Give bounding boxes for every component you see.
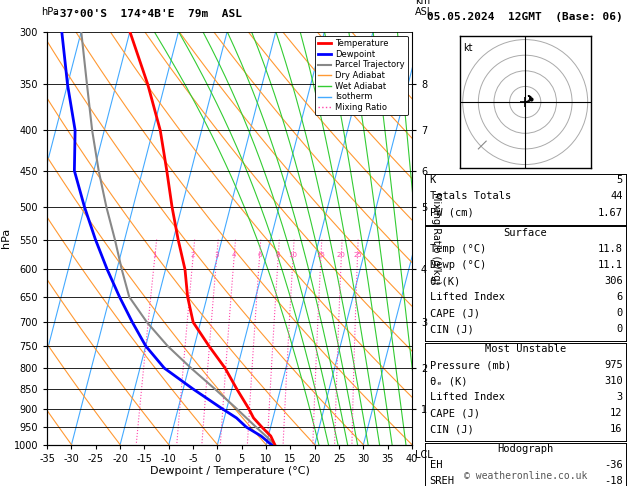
Text: 0: 0	[616, 308, 623, 318]
Text: 11.1: 11.1	[598, 260, 623, 270]
Text: Hodograph: Hodograph	[497, 444, 554, 454]
Text: 05.05.2024  12GMT  (Base: 06): 05.05.2024 12GMT (Base: 06)	[427, 12, 623, 22]
Text: -37°00'S  174°4B'E  79m  ASL: -37°00'S 174°4B'E 79m ASL	[53, 9, 242, 19]
Text: 3: 3	[616, 392, 623, 402]
Text: -36: -36	[604, 460, 623, 470]
Text: 8: 8	[276, 252, 281, 258]
Text: θₑ(K): θₑ(K)	[430, 276, 461, 286]
Text: 11.8: 11.8	[598, 244, 623, 254]
Text: 1.67: 1.67	[598, 208, 623, 218]
Text: 306: 306	[604, 276, 623, 286]
Text: Lifted Index: Lifted Index	[430, 392, 504, 402]
Legend: Temperature, Dewpoint, Parcel Trajectory, Dry Adiabat, Wet Adiabat, Isotherm, Mi: Temperature, Dewpoint, Parcel Trajectory…	[315, 36, 408, 115]
Text: LCL: LCL	[415, 450, 433, 460]
Text: 16: 16	[610, 424, 623, 434]
Text: 3: 3	[214, 252, 219, 258]
Text: Mixing Ratio (g/kg): Mixing Ratio (g/kg)	[431, 192, 441, 284]
Text: 10: 10	[289, 252, 298, 258]
Text: 1: 1	[152, 252, 157, 258]
Text: Most Unstable: Most Unstable	[484, 344, 566, 354]
Text: 2: 2	[191, 252, 195, 258]
Text: 310: 310	[604, 376, 623, 386]
Text: Lifted Index: Lifted Index	[430, 292, 504, 302]
Text: 0: 0	[616, 324, 623, 334]
Text: CAPE (J): CAPE (J)	[430, 308, 479, 318]
Text: 6: 6	[616, 292, 623, 302]
Text: 15: 15	[316, 252, 325, 258]
Text: © weatheronline.co.uk: © weatheronline.co.uk	[464, 471, 587, 481]
Text: 975: 975	[604, 360, 623, 370]
Text: Temp (°C): Temp (°C)	[430, 244, 486, 254]
Text: 25: 25	[353, 252, 362, 258]
Text: K: K	[430, 175, 436, 186]
Text: CIN (J): CIN (J)	[430, 424, 474, 434]
Text: 44: 44	[610, 191, 623, 202]
Text: km
ASL: km ASL	[415, 0, 433, 17]
Text: CAPE (J): CAPE (J)	[430, 408, 479, 418]
Text: PW (cm): PW (cm)	[430, 208, 474, 218]
Text: CIN (J): CIN (J)	[430, 324, 474, 334]
Text: 5: 5	[616, 175, 623, 186]
Text: SREH: SREH	[430, 476, 455, 486]
Text: Totals Totals: Totals Totals	[430, 191, 511, 202]
Text: Pressure (mb): Pressure (mb)	[430, 360, 511, 370]
Text: EH: EH	[430, 460, 442, 470]
Text: -18: -18	[604, 476, 623, 486]
X-axis label: Dewpoint / Temperature (°C): Dewpoint / Temperature (°C)	[150, 467, 309, 476]
Text: 12: 12	[610, 408, 623, 418]
Text: θₑ (K): θₑ (K)	[430, 376, 467, 386]
Text: 4: 4	[232, 252, 237, 258]
Text: 20: 20	[337, 252, 346, 258]
Text: 6: 6	[257, 252, 262, 258]
Text: kt: kt	[463, 43, 472, 52]
Text: hPa: hPa	[41, 7, 58, 17]
Text: Dewp (°C): Dewp (°C)	[430, 260, 486, 270]
Y-axis label: hPa: hPa	[1, 228, 11, 248]
Text: Surface: Surface	[503, 228, 547, 238]
